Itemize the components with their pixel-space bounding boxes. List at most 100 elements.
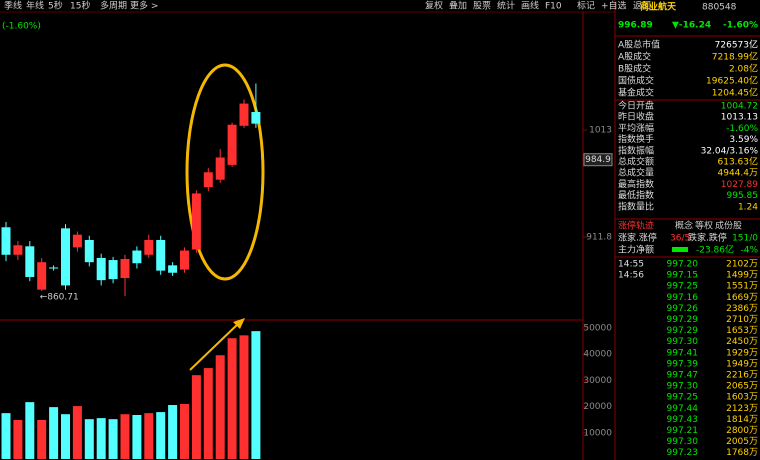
y-tick-label: 1013	[589, 126, 612, 136]
trade-volume: 2710万	[726, 315, 758, 325]
candle-body	[96, 257, 106, 281]
trade-price: 997.26	[667, 304, 699, 314]
limit-tab[interactable]: 成份股	[715, 220, 742, 232]
trade-price: 997.25	[667, 282, 699, 292]
volume-bar	[96, 418, 106, 459]
stat-value: 2.08亿	[729, 63, 758, 75]
candle-body	[37, 262, 47, 290]
up-value: 36/5	[670, 234, 690, 244]
down-label: 跌家.跌停	[688, 232, 727, 244]
candle-body	[180, 250, 189, 270]
stat-label: 最低指数	[618, 189, 654, 201]
stat-value: 726573亿	[715, 39, 758, 51]
stat-value: 995.85	[727, 191, 759, 201]
volume-bar	[13, 419, 23, 459]
trade-price: 997.15	[667, 271, 699, 281]
toolbar-item[interactable]: F10	[545, 2, 562, 12]
toolbar-item[interactable]: 5秒	[48, 0, 63, 12]
volume-tick-label: 10000	[583, 428, 612, 438]
candle-body	[25, 246, 35, 277]
trade-volume: 1814万	[726, 415, 758, 425]
trade-price: 997.23	[667, 448, 699, 458]
stat-label: 昨日收盘	[618, 111, 654, 123]
volume-bar	[25, 402, 35, 459]
volume-bar	[144, 413, 154, 459]
stat-value: 4944.4万	[718, 169, 759, 179]
volume-bar	[180, 403, 189, 459]
stat-value: 7218.99亿	[712, 51, 758, 63]
toolbar-item[interactable]: 复权	[425, 0, 443, 12]
trade-price: 997.21	[667, 426, 699, 436]
limit-label: 涨停轨迹	[618, 220, 654, 232]
toolbar-item[interactable]: 多周期	[100, 0, 127, 12]
stat-label: 最高指数	[618, 178, 654, 190]
change-label: (-1.60%)	[2, 22, 41, 32]
trade-volume: 1653万	[726, 326, 758, 336]
stat-label: A股总市值	[618, 39, 660, 51]
candle-body	[215, 157, 225, 180]
candle-body	[72, 234, 82, 248]
change-pct: -1.60%	[723, 21, 758, 31]
candle-body	[108, 260, 118, 280]
volume-bar	[84, 419, 94, 459]
stat-value: 613.63亿	[718, 156, 759, 168]
toolbar-item[interactable]: 15秒	[70, 0, 90, 12]
low-label: ←860.71	[40, 293, 79, 303]
limit-tab[interactable]: 概念	[675, 220, 693, 232]
toolbar-item[interactable]: 年线	[26, 0, 44, 12]
candle-body	[168, 265, 178, 273]
stat-value: 1.24	[738, 202, 758, 212]
candle-body	[144, 239, 154, 255]
candle-body	[239, 103, 249, 126]
trade-price: 997.30	[667, 437, 699, 447]
volume-bar	[239, 335, 249, 459]
stat-label: 今日开盘	[618, 100, 654, 112]
stat-label: B股成交	[618, 63, 651, 75]
flow-value: -23.86亿	[696, 244, 734, 256]
limit-tab[interactable]: 等权	[695, 220, 713, 232]
trade-price: 997.43	[667, 415, 699, 425]
trade-volume: 1949万	[726, 359, 758, 369]
stat-value: 1013.13	[721, 113, 758, 123]
toolbar-item[interactable]: 返回	[633, 0, 651, 12]
stat-label: A股成交	[618, 51, 651, 63]
trade-price: 997.41	[667, 348, 699, 358]
trade-volume: 1603万	[726, 393, 758, 403]
trade-volume: 1768万	[726, 448, 758, 458]
candle-body	[227, 124, 237, 165]
candle-body	[61, 228, 70, 286]
toolbar-item[interactable]: 画线	[521, 0, 539, 12]
candle-body	[120, 258, 130, 279]
stat-label: 国债成交	[618, 75, 654, 87]
candle-body	[251, 112, 261, 124]
toolbar-item[interactable]: +自选	[601, 0, 627, 12]
volume-bar	[37, 419, 47, 459]
trade-price: 997.25	[667, 393, 699, 403]
stat-value: 19625.40亿	[706, 75, 758, 87]
trade-price: 997.29	[667, 315, 699, 325]
toolbar-item[interactable]: 季线	[4, 0, 22, 12]
trade-price: 997.20	[667, 260, 699, 270]
trade-price: 997.29	[667, 326, 699, 336]
stat-label: 总成交额	[618, 156, 654, 168]
toolbar-item[interactable]: 更多 >	[130, 0, 158, 12]
trade-volume: 1669万	[726, 293, 758, 303]
last-price-box	[583, 153, 613, 167]
trade-volume: 2386万	[726, 304, 758, 314]
trade-volume: 2065万	[726, 382, 758, 392]
stat-value: -1.60%	[726, 124, 758, 134]
toolbar-item[interactable]: 标记	[577, 0, 595, 12]
last-price-label: 984.9	[585, 155, 611, 165]
volume-bar	[191, 375, 201, 459]
toolbar-item[interactable]: 股票	[473, 1, 491, 12]
trade-volume: 2800万	[726, 426, 758, 436]
trade-volume: 2216万	[726, 371, 758, 381]
trade-volume: 1551万	[726, 282, 758, 292]
volume-bar	[1, 413, 11, 459]
trade-price: 997.30	[667, 382, 699, 392]
down-value: 151/0	[732, 234, 758, 244]
toolbar-item[interactable]: 叠加	[449, 1, 467, 12]
stat-label: 基金成交	[618, 87, 654, 99]
candle-body	[13, 245, 23, 255]
toolbar-item[interactable]: 统计	[497, 0, 515, 12]
